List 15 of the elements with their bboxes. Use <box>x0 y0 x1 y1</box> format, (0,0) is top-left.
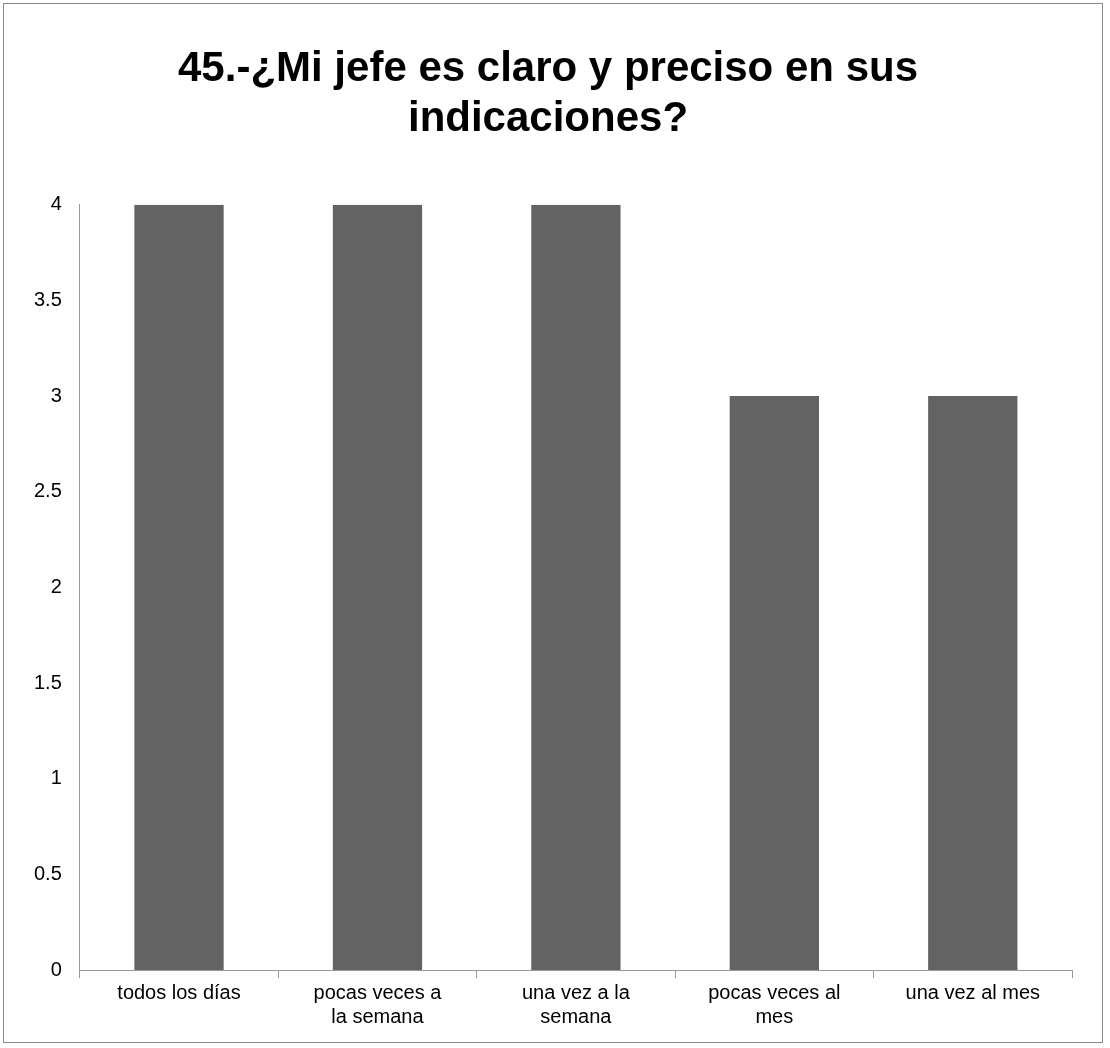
x-tick-label: una vez al mes <box>905 980 1041 1003</box>
y-tick-label: 0.5 <box>33 861 62 884</box>
x-tick-label: pocas veces al mes <box>708 980 841 1027</box>
y-tick-label: 4 <box>50 192 62 215</box>
chart-title: 45.-¿Mi jefe es claro y preciso en sus indicaciones? <box>178 42 918 141</box>
y-tick-label: 0 <box>50 957 62 980</box>
x-tick-label: pocas veces a la semana <box>313 980 443 1027</box>
x-tick-label: todos los días <box>117 980 241 1003</box>
y-tick-label: 3.5 <box>33 287 62 310</box>
y-tick-label: 1.5 <box>33 670 62 693</box>
y-tick-label: 3 <box>50 383 62 406</box>
y-tick-label: 1 <box>50 766 62 789</box>
x-tick-label: una vez a la semana <box>521 980 631 1027</box>
y-tick-label: 2.5 <box>33 479 62 502</box>
y-tick-label: 2 <box>50 574 62 597</box>
